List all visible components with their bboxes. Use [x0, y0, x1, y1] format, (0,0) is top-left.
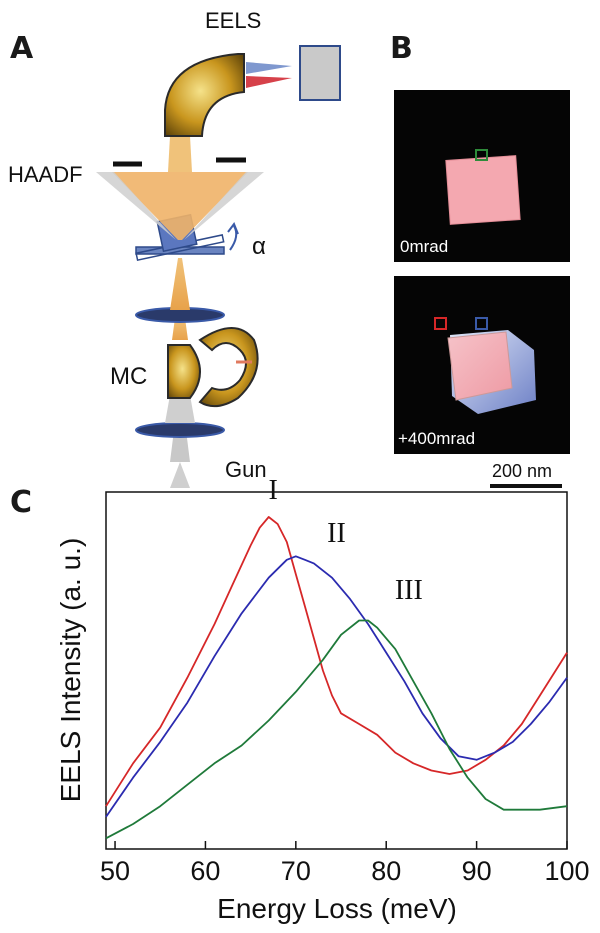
crystal-0mrad	[445, 155, 521, 225]
image-0mrad-label: 0mrad	[400, 237, 448, 256]
panel-c-letter: C	[10, 485, 32, 520]
peak-label-II: II	[327, 518, 346, 549]
scattered-beam	[112, 172, 248, 240]
beam-above-mc	[172, 318, 188, 340]
x-tick-label: 80	[371, 856, 401, 886]
image-400mrad-label: +400mrad	[398, 429, 475, 448]
eels-label: EELS	[205, 8, 261, 33]
dispersed-beam-red	[246, 76, 292, 88]
alpha-label: α	[252, 233, 266, 260]
peak-label-I: I	[269, 475, 278, 506]
panel-a-letter: A	[10, 31, 34, 66]
panel-b-letter: B	[390, 31, 413, 66]
haadf-label: HAADF	[8, 162, 83, 187]
panel-a: A EELS HAADF α MC Gun	[8, 8, 341, 488]
gun-label: Gun	[225, 457, 267, 482]
plot-area	[105, 516, 568, 840]
peak-label-III: III	[395, 575, 423, 606]
x-tick-label: 90	[462, 856, 492, 886]
x-tick-label: 100	[544, 856, 589, 886]
y-axis-title: EELS Intensity (a. u.)	[55, 538, 86, 803]
high-angle-scatter-right	[184, 172, 264, 240]
roi-green	[475, 149, 488, 161]
x-tick-label: 60	[190, 856, 220, 886]
panel-b: B 0mrad +400mrad 200 nm	[390, 31, 570, 488]
monochromator-deflector-icon	[198, 327, 259, 408]
electron-gun-icon	[170, 462, 190, 488]
transmitted-beam	[168, 136, 192, 172]
x-tick-label: 70	[281, 856, 311, 886]
scale-bar	[490, 484, 562, 488]
roi-red	[434, 317, 447, 330]
roi-blue	[475, 317, 488, 330]
x-axis-title: Energy Loss (meV)	[217, 893, 457, 924]
eels-spectrometer-icon	[164, 53, 245, 137]
series-line-I	[105, 516, 568, 807]
high-angle-scatter-left	[96, 172, 176, 240]
crystal-400mrad-face	[447, 331, 513, 401]
chart-frame	[105, 491, 568, 850]
converging-beam	[170, 258, 190, 310]
x-tick-label: 50	[100, 856, 130, 886]
scale-bar-label: 200 nm	[492, 461, 552, 481]
condenser-lens-upper-icon	[135, 307, 225, 323]
monochromator-prism-icon	[167, 344, 201, 399]
series-line-II	[105, 555, 568, 818]
eels-detector-icon	[299, 45, 341, 101]
series-line-III	[105, 619, 568, 840]
grey-beam-lower	[170, 430, 190, 462]
condenser-lens-lower-icon	[135, 422, 225, 438]
dispersed-beam-blue	[246, 62, 292, 74]
grey-beam-mid	[165, 395, 195, 423]
mc-label: MC	[110, 363, 147, 390]
x-axis: 50 60 70 80 90 100	[100, 841, 590, 886]
